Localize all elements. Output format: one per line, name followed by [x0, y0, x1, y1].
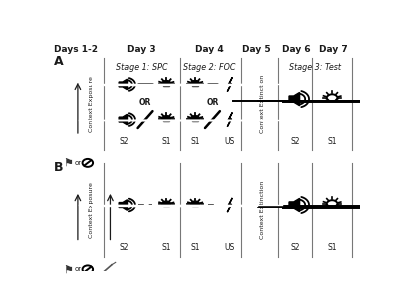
Text: US: US — [225, 137, 235, 146]
Polygon shape — [227, 198, 232, 212]
Polygon shape — [164, 119, 169, 121]
Text: A: A — [54, 55, 63, 68]
Text: Stage 1: SPC: Stage 1: SPC — [116, 64, 167, 72]
Text: Days 1-2: Days 1-2 — [54, 45, 98, 54]
Polygon shape — [192, 205, 198, 206]
Polygon shape — [227, 112, 232, 127]
Text: Day 7: Day 7 — [319, 45, 348, 54]
Polygon shape — [164, 84, 169, 86]
Text: Context Extinction: Context Extinction — [260, 75, 265, 133]
Text: S1: S1 — [190, 243, 200, 252]
Polygon shape — [162, 116, 171, 119]
Text: Context Exposure: Context Exposure — [89, 76, 94, 132]
Polygon shape — [289, 198, 300, 212]
Text: B: B — [54, 161, 63, 174]
Text: Stage 3: Test: Stage 3: Test — [289, 64, 341, 72]
Text: S1: S1 — [190, 137, 200, 146]
Polygon shape — [190, 116, 200, 119]
Text: Context Extinction: Context Extinction — [260, 181, 265, 239]
Text: Day 3: Day 3 — [127, 45, 156, 54]
Polygon shape — [119, 114, 128, 125]
Text: S2: S2 — [119, 137, 128, 146]
Text: S2: S2 — [290, 137, 300, 146]
Polygon shape — [164, 205, 169, 206]
Polygon shape — [162, 81, 171, 84]
Polygon shape — [190, 201, 200, 205]
Text: or: or — [75, 266, 82, 272]
Polygon shape — [162, 201, 171, 205]
Polygon shape — [119, 79, 128, 90]
Polygon shape — [192, 119, 198, 121]
Text: Context Exposure: Context Exposure — [89, 182, 94, 238]
Text: Day 4: Day 4 — [195, 45, 224, 54]
Text: ⚑: ⚑ — [63, 158, 73, 168]
Text: or: or — [75, 160, 82, 166]
Text: S1: S1 — [162, 243, 171, 252]
Polygon shape — [227, 77, 232, 92]
Text: OR: OR — [206, 98, 219, 106]
Polygon shape — [190, 81, 200, 84]
Text: S2: S2 — [290, 243, 300, 252]
Text: Day 5: Day 5 — [242, 45, 270, 54]
Text: Stage 2: FOC: Stage 2: FOC — [183, 64, 236, 72]
Text: S1: S1 — [327, 137, 337, 146]
Polygon shape — [289, 92, 300, 106]
Text: S1: S1 — [327, 243, 337, 252]
Polygon shape — [119, 200, 128, 210]
Text: Day 6: Day 6 — [282, 45, 311, 54]
Text: S1: S1 — [162, 137, 171, 146]
Text: US: US — [225, 243, 235, 252]
Text: S2: S2 — [119, 243, 128, 252]
Text: ⚑: ⚑ — [63, 264, 73, 275]
Text: OR: OR — [139, 98, 151, 106]
Polygon shape — [192, 84, 198, 86]
